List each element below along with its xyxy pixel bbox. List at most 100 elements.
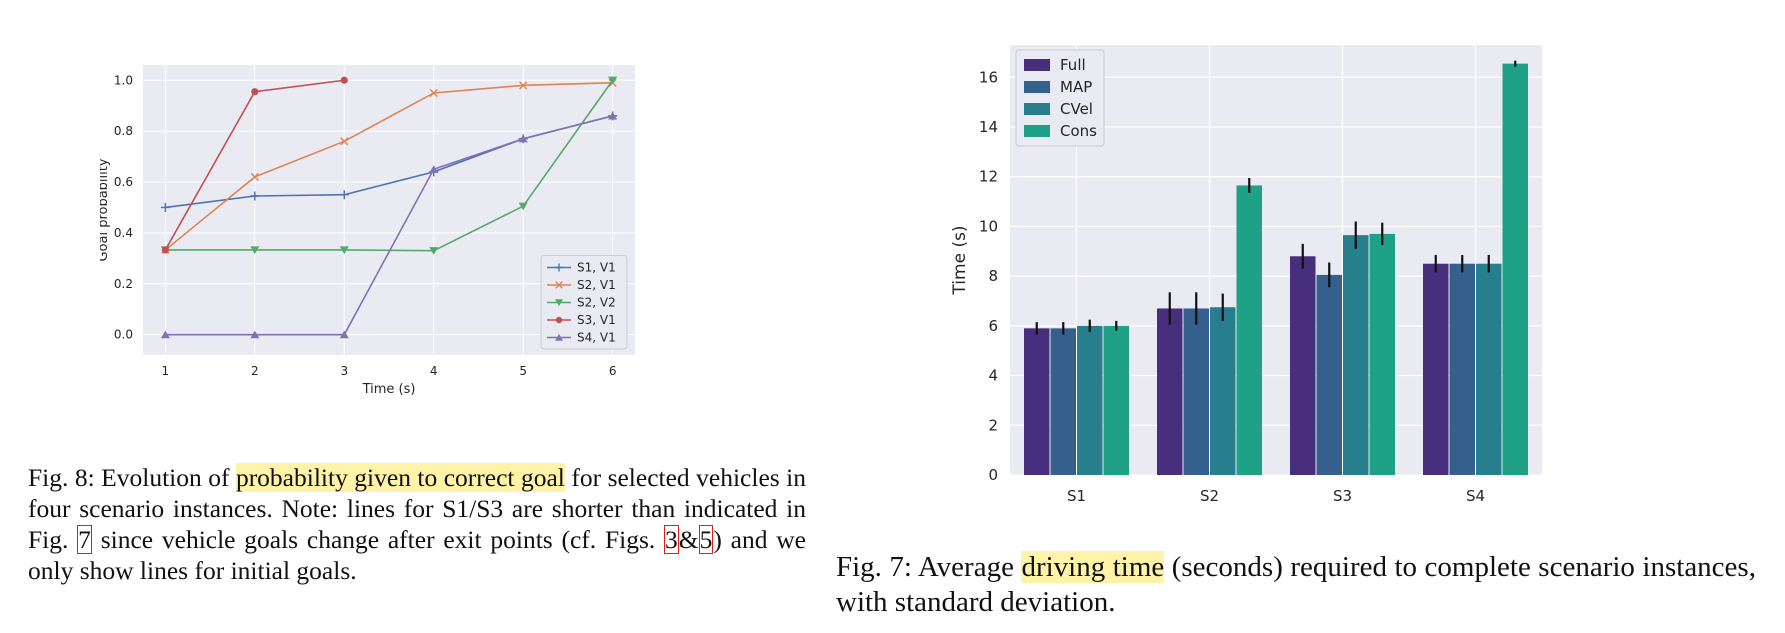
data-point-marker	[250, 172, 259, 182]
bar-series	[1077, 221, 1502, 475]
bar	[1423, 263, 1449, 475]
data-point-marker	[339, 246, 349, 254]
y-tick-label: 0.8	[114, 124, 133, 138]
y-axis-label: Time (s)	[950, 225, 970, 295]
line-chart-goal-probability: 1 2 3 4 5 6 0.0 0.2 0.4 0.6 0.8 1.0 Time (s) Goal pro…	[100, 65, 635, 397]
x-tick-label: 2	[251, 364, 259, 378]
bar	[1449, 263, 1475, 475]
data-point-marker	[251, 88, 259, 96]
bar-series	[1024, 243, 1449, 475]
data-point-marker	[340, 137, 349, 146]
data-point-marker	[429, 165, 439, 173]
bar	[1210, 307, 1236, 475]
y-tick-label: 0.0	[114, 328, 133, 342]
caption-text: Fig. 7: Average	[836, 551, 1022, 583]
legend-swatch	[1024, 81, 1050, 93]
data-point-marker	[555, 333, 563, 341]
bar	[1157, 308, 1183, 475]
x-axis-label: Time (s)	[362, 382, 416, 397]
data-point-marker	[161, 246, 169, 254]
data-point-marker	[429, 247, 439, 255]
legend-box	[1015, 49, 1105, 147]
data-point-marker	[250, 330, 260, 339]
data-point-marker	[555, 263, 563, 272]
y-tick-label: 1.0	[114, 73, 133, 87]
x-tick-label: 3	[340, 364, 348, 378]
data-point-marker	[555, 299, 563, 307]
series-line	[165, 115, 613, 336]
legend-label: Cons	[1060, 122, 1097, 140]
caption-text: since vehicle goals change after exit po…	[91, 525, 665, 554]
data-point-marker	[518, 202, 528, 211]
y-tick-label: 0.6	[114, 175, 133, 189]
x-tick-label: S2	[1200, 487, 1219, 505]
bar	[1369, 233, 1395, 475]
line-series	[160, 111, 618, 339]
legend-label: Full	[1060, 56, 1086, 74]
y-tick-label: 6	[988, 317, 998, 335]
data-point-marker	[250, 246, 260, 254]
legend-label: S2, V1	[577, 278, 616, 292]
bar	[1502, 63, 1528, 476]
figure-ref-link[interactable]: 5	[698, 525, 714, 554]
y-tick-label: 2	[988, 416, 998, 434]
y-tick-label: 0.4	[114, 226, 133, 240]
series-line	[164, 82, 613, 251]
y-tick-label: 14	[979, 118, 998, 136]
data-point-marker	[555, 316, 563, 324]
y-tick-label: 12	[979, 168, 998, 186]
legend: Full MAP CVel Cons	[1015, 49, 1105, 147]
figure-ref-link[interactable]: 3	[664, 525, 679, 554]
legend-label: S4, V1	[577, 331, 616, 345]
x-tick-label: S4	[1466, 487, 1485, 505]
x-tick-label: 4	[430, 364, 438, 378]
legend-label: S1, V1	[577, 261, 616, 275]
highlighted-phrase: driving time	[1021, 551, 1165, 583]
legend-swatch	[1024, 103, 1050, 115]
bar-chart-driving-time: 0 2 4 6 8 10 12 14 16 S1 S2 S3 S4 Time (s) Full MAP CVel…	[950, 45, 1542, 505]
y-tick-label: 4	[988, 367, 998, 385]
x-tick-label: S3	[1333, 487, 1352, 505]
legend-swatch	[1024, 59, 1050, 71]
legend-label: S3, V1	[577, 313, 616, 327]
data-point-marker	[339, 190, 349, 200]
bar	[1183, 308, 1209, 475]
data-point-marker	[429, 88, 438, 98]
bar	[1024, 328, 1050, 475]
legend-label: MAP	[1060, 78, 1092, 96]
y-tick-label: 8	[988, 267, 998, 285]
y-tick-label: 16	[979, 68, 998, 86]
bar-series	[1103, 60, 1528, 476]
highlighted-phrase: probability given to correct goal	[235, 463, 565, 492]
x-tick-label: 6	[609, 364, 617, 378]
bar	[1316, 274, 1342, 475]
figure-ref-link[interactable]: 7	[77, 525, 92, 554]
bar	[1050, 328, 1076, 475]
data-point-marker	[160, 330, 170, 339]
data-point-marker	[555, 281, 563, 289]
y-axis-label: Goal probability	[100, 158, 111, 261]
caption-text: for selected vehicles in four scenario i…	[28, 463, 807, 554]
bar	[1343, 235, 1369, 475]
data-point-marker	[608, 111, 618, 120]
legend: S1, V1 S2, V1 S2, V2 S3, V1 S4, V1	[540, 255, 628, 350]
x-tick-label: S1	[1067, 487, 1086, 505]
bar	[1236, 185, 1262, 475]
data-point-marker	[519, 81, 528, 90]
figure-8-caption: Fig. 8: Evolution of probability given t…	[28, 462, 806, 586]
caption-text: &	[678, 525, 699, 554]
bar-series	[1050, 255, 1475, 475]
data-point-marker	[250, 191, 260, 201]
y-tick-label: 0.2	[114, 277, 133, 291]
caption-text: (seconds) required to complete scenario …	[836, 551, 1756, 618]
data-point-marker	[339, 330, 349, 339]
legend-swatch	[1024, 125, 1050, 137]
bar	[1103, 325, 1129, 475]
bar	[1290, 256, 1316, 475]
x-tick-label: 5	[519, 364, 527, 378]
legend-label: S2, V2	[577, 296, 616, 310]
legend-box	[540, 255, 628, 350]
bar	[1476, 263, 1502, 475]
data-point-marker	[608, 76, 618, 85]
y-tick-label: 10	[979, 217, 998, 235]
